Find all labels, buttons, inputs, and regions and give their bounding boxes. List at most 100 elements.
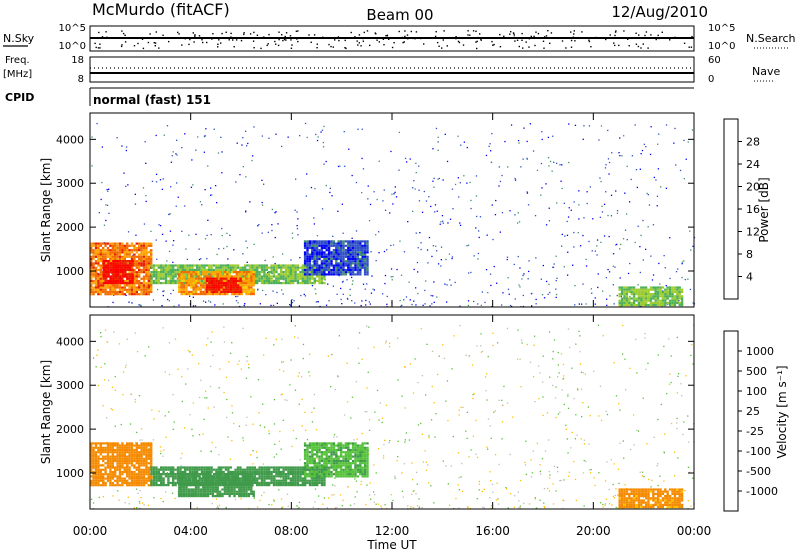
echo-cell bbox=[147, 484, 150, 487]
echo-cell bbox=[248, 264, 252, 267]
echo-cell bbox=[654, 295, 657, 298]
echo-cell bbox=[618, 293, 621, 296]
noise-point bbox=[164, 415, 166, 417]
echo-cell bbox=[238, 293, 241, 296]
noise-point bbox=[223, 391, 225, 394]
noise-point bbox=[527, 278, 529, 280]
echo-cell bbox=[111, 481, 114, 485]
echo-cell bbox=[190, 284, 193, 287]
echo-cell bbox=[351, 249, 355, 252]
noise-point bbox=[267, 271, 269, 274]
noise-point bbox=[583, 217, 585, 219]
echo-cell bbox=[133, 255, 136, 258]
echo-cell bbox=[140, 293, 143, 296]
echo-cell bbox=[157, 279, 160, 282]
noise-point bbox=[675, 164, 677, 166]
echo-cell bbox=[188, 468, 192, 471]
echo-cell bbox=[109, 275, 113, 278]
echo-cell bbox=[92, 268, 95, 272]
echo-cell bbox=[234, 282, 237, 285]
noise-sample bbox=[614, 34, 616, 37]
echo-cell bbox=[116, 290, 119, 294]
noise-point bbox=[317, 301, 319, 303]
echo-cell bbox=[275, 264, 278, 267]
echo-cell bbox=[123, 244, 126, 247]
echo-cell bbox=[181, 268, 184, 271]
noise-point bbox=[263, 183, 265, 185]
noise-point bbox=[420, 327, 422, 330]
echo-cell bbox=[344, 251, 348, 254]
noise-point bbox=[670, 422, 673, 425]
echo-cell bbox=[138, 249, 141, 252]
noise-point bbox=[161, 233, 164, 235]
echo-cell bbox=[349, 251, 352, 254]
echo-cell bbox=[673, 288, 677, 291]
noise-sample bbox=[228, 39, 230, 41]
echo-cell bbox=[275, 468, 278, 471]
echo-cell bbox=[194, 282, 198, 285]
noise-sample bbox=[420, 37, 422, 40]
echo-cell bbox=[654, 286, 657, 289]
noise-point bbox=[174, 338, 177, 340]
noise-point bbox=[462, 490, 464, 492]
echo-cell bbox=[235, 293, 239, 296]
echo-cell bbox=[135, 288, 138, 291]
noise-point bbox=[581, 303, 583, 305]
echo-cell bbox=[226, 275, 229, 278]
noise-sample bbox=[609, 34, 611, 36]
noise-point bbox=[127, 231, 130, 233]
echo-cell bbox=[325, 253, 328, 256]
echo-cell bbox=[327, 253, 331, 256]
noise-point bbox=[204, 135, 206, 137]
echo-cell bbox=[197, 282, 200, 285]
echo-cell bbox=[306, 262, 309, 265]
echo-cell bbox=[289, 266, 292, 269]
echo-cell bbox=[678, 293, 681, 296]
noise-point bbox=[417, 292, 419, 295]
echo-cell bbox=[121, 268, 125, 271]
noise-sample bbox=[344, 47, 346, 49]
noise-sample bbox=[291, 44, 293, 46]
echo-cell bbox=[306, 277, 309, 280]
noise-sample bbox=[415, 31, 418, 33]
noise-sample bbox=[356, 40, 358, 42]
noise-point bbox=[548, 220, 551, 222]
echo-cell bbox=[162, 264, 165, 267]
echo-cell bbox=[210, 266, 213, 269]
echo-cell bbox=[118, 286, 122, 289]
noise-point bbox=[600, 125, 603, 127]
noise-point bbox=[548, 283, 550, 285]
echo-cell bbox=[94, 477, 98, 480]
noise-point bbox=[306, 136, 308, 139]
echo-cell bbox=[247, 271, 251, 274]
echo-cell bbox=[186, 273, 189, 276]
noise-point bbox=[159, 179, 162, 181]
noise-point bbox=[171, 492, 174, 494]
echo-cell bbox=[160, 282, 163, 285]
echo-cell bbox=[109, 253, 112, 256]
echo-cell bbox=[272, 275, 276, 278]
echo-cell bbox=[90, 442, 93, 445]
echo-cell bbox=[238, 282, 241, 285]
echo-cell bbox=[280, 268, 283, 271]
echo-cell bbox=[251, 264, 254, 267]
echo-cell bbox=[116, 446, 119, 449]
echo-cell bbox=[228, 273, 231, 276]
noise-sample bbox=[514, 40, 516, 42]
noise-point bbox=[532, 450, 534, 452]
echo-cell bbox=[275, 282, 278, 285]
echo-cell bbox=[628, 288, 631, 291]
echo-cell bbox=[256, 275, 259, 278]
noise-point bbox=[125, 149, 127, 152]
noise-point bbox=[587, 406, 589, 408]
noise-sample bbox=[441, 47, 443, 49]
noise-point bbox=[555, 255, 557, 257]
echo-cell bbox=[123, 246, 126, 250]
echo-cell bbox=[126, 466, 129, 469]
echo-cell bbox=[366, 264, 369, 267]
noise-point bbox=[113, 331, 115, 333]
noise-point bbox=[176, 154, 178, 156]
noise-point bbox=[248, 367, 250, 369]
echo-cell bbox=[116, 251, 119, 254]
echo-cell bbox=[92, 255, 95, 258]
